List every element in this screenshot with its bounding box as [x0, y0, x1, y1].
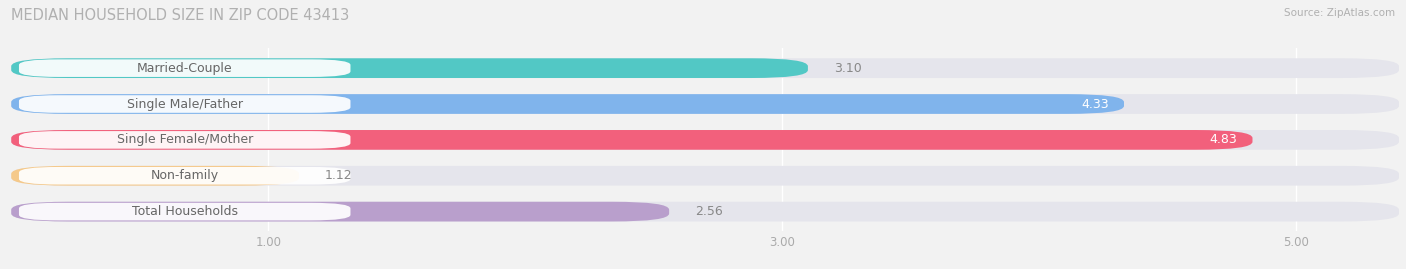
Text: 3.10: 3.10: [834, 62, 862, 75]
FancyBboxPatch shape: [11, 58, 808, 78]
Text: 4.83: 4.83: [1209, 133, 1237, 146]
FancyBboxPatch shape: [11, 130, 1399, 150]
Text: Non-family: Non-family: [150, 169, 219, 182]
FancyBboxPatch shape: [11, 202, 669, 221]
Text: Total Households: Total Households: [132, 205, 238, 218]
FancyBboxPatch shape: [11, 94, 1399, 114]
FancyBboxPatch shape: [18, 95, 350, 113]
Text: 4.33: 4.33: [1081, 98, 1108, 111]
FancyBboxPatch shape: [18, 59, 350, 77]
FancyBboxPatch shape: [11, 202, 1399, 221]
Text: MEDIAN HOUSEHOLD SIZE IN ZIP CODE 43413: MEDIAN HOUSEHOLD SIZE IN ZIP CODE 43413: [11, 8, 350, 23]
FancyBboxPatch shape: [11, 166, 1399, 186]
FancyBboxPatch shape: [18, 167, 350, 185]
Text: 2.56: 2.56: [695, 205, 723, 218]
FancyBboxPatch shape: [11, 166, 299, 186]
Text: Single Female/Mother: Single Female/Mother: [117, 133, 253, 146]
FancyBboxPatch shape: [18, 203, 350, 220]
FancyBboxPatch shape: [11, 94, 1123, 114]
FancyBboxPatch shape: [18, 131, 350, 149]
Text: 1.12: 1.12: [325, 169, 353, 182]
Text: Single Male/Father: Single Male/Father: [127, 98, 243, 111]
Text: Source: ZipAtlas.com: Source: ZipAtlas.com: [1284, 8, 1395, 18]
Text: Married-Couple: Married-Couple: [136, 62, 232, 75]
FancyBboxPatch shape: [11, 58, 1399, 78]
FancyBboxPatch shape: [11, 130, 1253, 150]
